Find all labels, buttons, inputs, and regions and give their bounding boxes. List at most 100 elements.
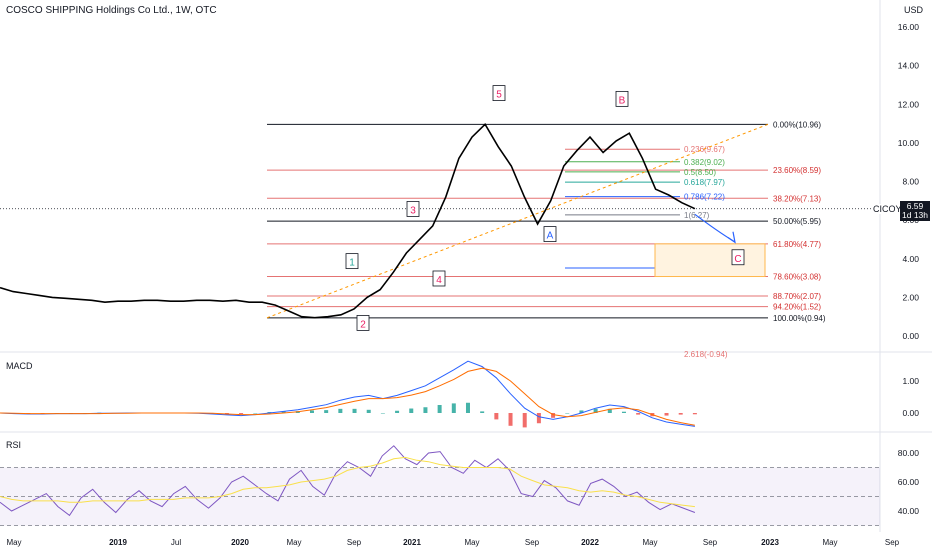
x-tick-label: Jul — [171, 538, 181, 547]
macd-histogram-bar — [324, 410, 329, 413]
x-tick-label: 2020 — [231, 538, 249, 547]
x-tick-label: May — [286, 538, 301, 547]
fib-level-label: 94.20%(1.52) — [773, 303, 821, 312]
fib-level-label: 78.60%(3.08) — [773, 273, 821, 282]
x-tick-label: Sep — [525, 538, 540, 547]
price-tick-label: 16.00 — [898, 22, 920, 32]
wave-label: C — [734, 254, 741, 265]
wave-label: 5 — [496, 90, 502, 101]
target-zone-box — [654, 243, 766, 278]
macd-histogram-bar — [508, 413, 513, 426]
price-tick-label: 12.00 — [898, 99, 920, 109]
price-tick-label: 4.00 — [902, 254, 919, 264]
macd-histogram-bar — [253, 413, 258, 414]
x-tick-label: 2023 — [761, 538, 779, 547]
x-tick-label: May — [464, 538, 479, 547]
fib-level-label: 38.20%(7.13) — [773, 194, 821, 203]
macd-histogram-bar — [309, 410, 314, 413]
rsi-band-fill — [0, 467, 880, 526]
retracement-label: 0.618(7.97) — [684, 178, 725, 187]
macd-panel-label: MACD — [6, 361, 33, 371]
currency-label: USD — [904, 5, 924, 15]
price-value-box: 6.59 1d 13h — [900, 201, 930, 221]
macd-histogram-bar — [409, 408, 414, 413]
rsi-panel-label: RSI — [6, 440, 22, 450]
wave-label-box — [406, 201, 420, 217]
macd-histogram-bar — [579, 410, 584, 413]
price-tick-label: 0.00 — [902, 331, 919, 341]
rsi-ma-line — [0, 456, 695, 508]
chart-title: COSCO SHIPPING Holdings Co Ltd., 1W, OTC — [6, 5, 217, 16]
wave-label-box — [615, 90, 629, 107]
macd-histogram-bar — [451, 403, 456, 413]
macd-histogram-bar — [366, 409, 371, 413]
macd-histogram-bar — [423, 407, 428, 413]
last-price-badge: CICOY 6.59 1d 13h — [871, 201, 930, 221]
x-tick-label: May — [6, 538, 21, 547]
fib-level-label: 23.60%(8.59) — [773, 166, 821, 175]
macd-histogram-bar — [621, 411, 626, 413]
wave-label: 1 — [349, 258, 355, 269]
price-tick-label: 2.00 — [902, 292, 919, 302]
macd-histogram-bar — [437, 405, 442, 413]
macd-histogram-bar — [395, 410, 400, 413]
bar-countdown: 1d 13h — [902, 210, 928, 220]
last-price-value: 6.59 — [906, 201, 924, 211]
macd-histogram-bar — [678, 413, 683, 415]
macd-histogram-bar — [607, 408, 612, 413]
macd-histogram-bar — [593, 408, 598, 413]
wave-label: A — [547, 231, 554, 242]
macd-histogram-bar — [480, 411, 485, 413]
price-series-line — [0, 123, 696, 319]
macd-histogram-bar — [352, 408, 357, 413]
price-tick-label: 10.00 — [898, 138, 920, 148]
fib-level-label: 100.00%(0.94) — [773, 314, 826, 323]
wave-label-box — [731, 249, 745, 266]
macd-histogram-bar — [636, 413, 641, 415]
wave-label: 4 — [436, 275, 442, 286]
macd-tick-label: 0.00 — [902, 408, 919, 418]
fib-level-label: 50.00%(5.95) — [773, 217, 821, 226]
macd-histogram-bar — [465, 402, 470, 413]
fib-level-label: 61.80%(4.77) — [773, 240, 821, 249]
wave-label-box — [345, 253, 359, 270]
wave-label: 3 — [410, 205, 416, 216]
macd-histogram-bar — [551, 413, 556, 418]
retracement-label: 2.618(-0.94) — [684, 350, 728, 359]
x-tick-label: May — [642, 538, 657, 547]
symbol-label: CICOY — [871, 204, 904, 214]
macd-histogram-bar — [522, 413, 527, 428]
retracement-label: 0.786(7.22) — [684, 193, 725, 202]
x-tick-label: Sep — [703, 538, 718, 547]
rsi-line — [0, 445, 696, 517]
x-tick-label: 2019 — [109, 538, 127, 547]
macd-histogram-bar — [494, 413, 499, 420]
rsi-tick-label: 60.00 — [898, 477, 920, 487]
projection-arrowhead — [727, 231, 736, 244]
x-tick-label: 2021 — [403, 538, 421, 547]
macd-histogram-bar — [565, 413, 570, 414]
macd-histogram-bar — [224, 413, 229, 414]
x-tick-label: 2022 — [581, 538, 599, 547]
price-tick-label: 14.00 — [898, 61, 920, 71]
macd-signal-line — [0, 367, 695, 426]
macd-histogram-bar — [692, 413, 697, 415]
macd-line — [0, 360, 695, 427]
retracement-label: 0.382(9.02) — [684, 158, 725, 167]
wave-label-box — [432, 270, 446, 287]
wave-label-box — [543, 226, 557, 242]
wave-label: 2 — [360, 319, 366, 330]
macd-histogram-bar — [664, 413, 669, 416]
macd-histogram-bar — [239, 413, 244, 414]
macd-histogram-bar — [281, 411, 286, 413]
wave-label-box — [356, 315, 370, 331]
x-tick-label: May — [822, 538, 837, 547]
x-tick-label: Sep — [347, 538, 362, 547]
macd-tick-label: 1.00 — [902, 376, 919, 386]
macd-histogram-bar — [536, 413, 541, 424]
fib-level-label: 0.00%(10.96) — [773, 120, 821, 129]
macd-histogram-bar — [338, 408, 343, 413]
retracement-label: 0.5(8.50) — [684, 168, 716, 177]
